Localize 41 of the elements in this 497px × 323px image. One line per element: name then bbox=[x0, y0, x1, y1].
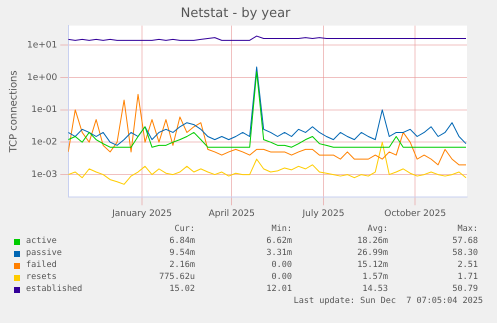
text: 12.01 bbox=[266, 284, 292, 294]
text: 3.31m bbox=[266, 248, 292, 258]
text: Avg: bbox=[368, 224, 388, 234]
text: 26.99m bbox=[357, 248, 388, 258]
text: 15.12m bbox=[357, 260, 388, 270]
text: 0.00 bbox=[272, 260, 292, 270]
text: 57.68 bbox=[452, 236, 478, 246]
y-tick-label: 1e-01 bbox=[31, 105, 58, 116]
text: 1.71 bbox=[458, 272, 478, 282]
text: Last update: Sun Dec 7 07:05:04 2025 bbox=[294, 296, 483, 306]
text: Max: bbox=[458, 224, 478, 234]
text: Cur: bbox=[174, 224, 195, 234]
y-tick-label: 1e+01 bbox=[26, 40, 58, 50]
x-tick-label: January 2025 bbox=[111, 208, 172, 219]
legend-label: active bbox=[26, 236, 57, 246]
legend-label: resets bbox=[26, 272, 57, 282]
x-tick-label: July 2025 bbox=[301, 208, 344, 219]
legend-label: failed bbox=[26, 260, 57, 270]
text: 50.79 bbox=[452, 284, 478, 294]
text: 775.62u bbox=[159, 272, 195, 282]
legend-label: established bbox=[26, 284, 82, 294]
chart-title: Netstat - by year bbox=[180, 6, 292, 22]
text: 58.30 bbox=[452, 248, 478, 258]
text: Min: bbox=[272, 224, 292, 234]
x-tick-label: April 2025 bbox=[208, 208, 255, 219]
y-axis-title: TCP connections bbox=[8, 70, 20, 154]
text: 2.51 bbox=[458, 260, 478, 270]
text: 14.53 bbox=[362, 284, 388, 294]
text: 18.26m bbox=[357, 236, 388, 246]
y-tick-label: 1e-02 bbox=[31, 138, 58, 148]
text: 1.57m bbox=[362, 272, 388, 282]
y-tick-label: 1e-03 bbox=[31, 170, 58, 180]
text: 2.16m bbox=[169, 260, 195, 270]
y-tick-label: 1e+00 bbox=[26, 72, 58, 83]
text: 6.84m bbox=[169, 236, 195, 246]
text: 0.00 bbox=[272, 272, 292, 282]
text: 15.02 bbox=[169, 284, 195, 294]
text: 9.54m bbox=[169, 248, 195, 258]
x-tick-label: October 2025 bbox=[384, 208, 446, 219]
legend-label: passive bbox=[26, 248, 62, 258]
text: 6.62m bbox=[266, 236, 292, 246]
